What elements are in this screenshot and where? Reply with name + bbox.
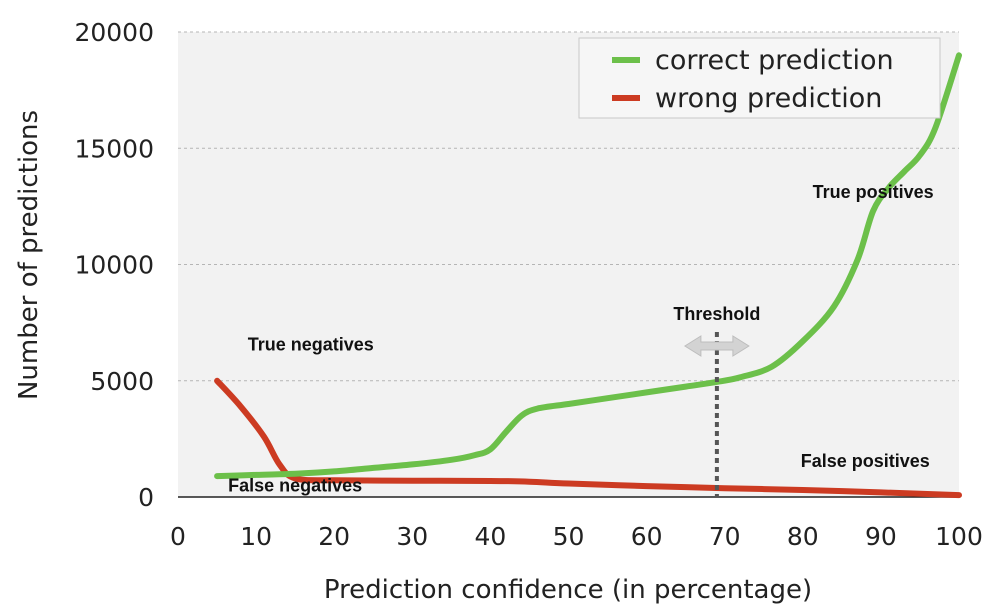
x-tick-label: 60 bbox=[631, 522, 663, 551]
series-line-wrong bbox=[214, 377, 962, 499]
x-tick-label: 50 bbox=[553, 522, 585, 551]
y-tick-labels: 0 5000 10000 15000 20000 bbox=[74, 18, 154, 512]
threshold-label: Threshold bbox=[673, 304, 760, 324]
x-tick-label: 10 bbox=[240, 522, 272, 551]
x-tick-label: 70 bbox=[709, 522, 741, 551]
annotation-label: False positives bbox=[801, 451, 930, 471]
y-axis-title: Number of predictions bbox=[14, 110, 44, 400]
annotation-label: False negatives bbox=[228, 476, 362, 496]
x-tick-label: 20 bbox=[318, 522, 350, 551]
x-tick-label: 100 bbox=[935, 522, 983, 551]
y-tick-label: 5000 bbox=[90, 367, 154, 396]
y-tick-label: 15000 bbox=[74, 134, 154, 163]
grid-lines bbox=[178, 31, 959, 382]
x-tick-label: 90 bbox=[865, 522, 897, 551]
x-tick-label: 0 bbox=[170, 522, 186, 551]
x-axis-title: Prediction confidence (in percentage) bbox=[324, 575, 812, 605]
legend: correct prediction wrong prediction bbox=[578, 37, 941, 119]
y-tick-label: 10000 bbox=[74, 251, 154, 280]
x-tick-label: 40 bbox=[474, 522, 506, 551]
series-line-correct bbox=[214, 52, 962, 480]
threshold-double-arrow-icon bbox=[683, 335, 750, 357]
legend-box bbox=[578, 37, 941, 119]
series-lines bbox=[214, 52, 962, 499]
x-tick-labels: 0 10 20 30 40 50 60 70 80 90 100 bbox=[170, 522, 983, 551]
annotations: True negatives False negatives False posit… bbox=[228, 182, 934, 495]
y-tick-label: 20000 bbox=[74, 18, 154, 47]
legend-label-wrong: wrong prediction bbox=[655, 83, 882, 114]
y-tick-label: 0 bbox=[138, 483, 154, 512]
x-tick-label: 30 bbox=[396, 522, 428, 551]
x-tick-label: 80 bbox=[787, 522, 819, 551]
annotation-label: True negatives bbox=[248, 335, 374, 355]
threshold-marker: Threshold bbox=[673, 304, 760, 497]
annotation-label: True positives bbox=[813, 182, 934, 202]
legend-label-correct: correct prediction bbox=[655, 45, 894, 76]
